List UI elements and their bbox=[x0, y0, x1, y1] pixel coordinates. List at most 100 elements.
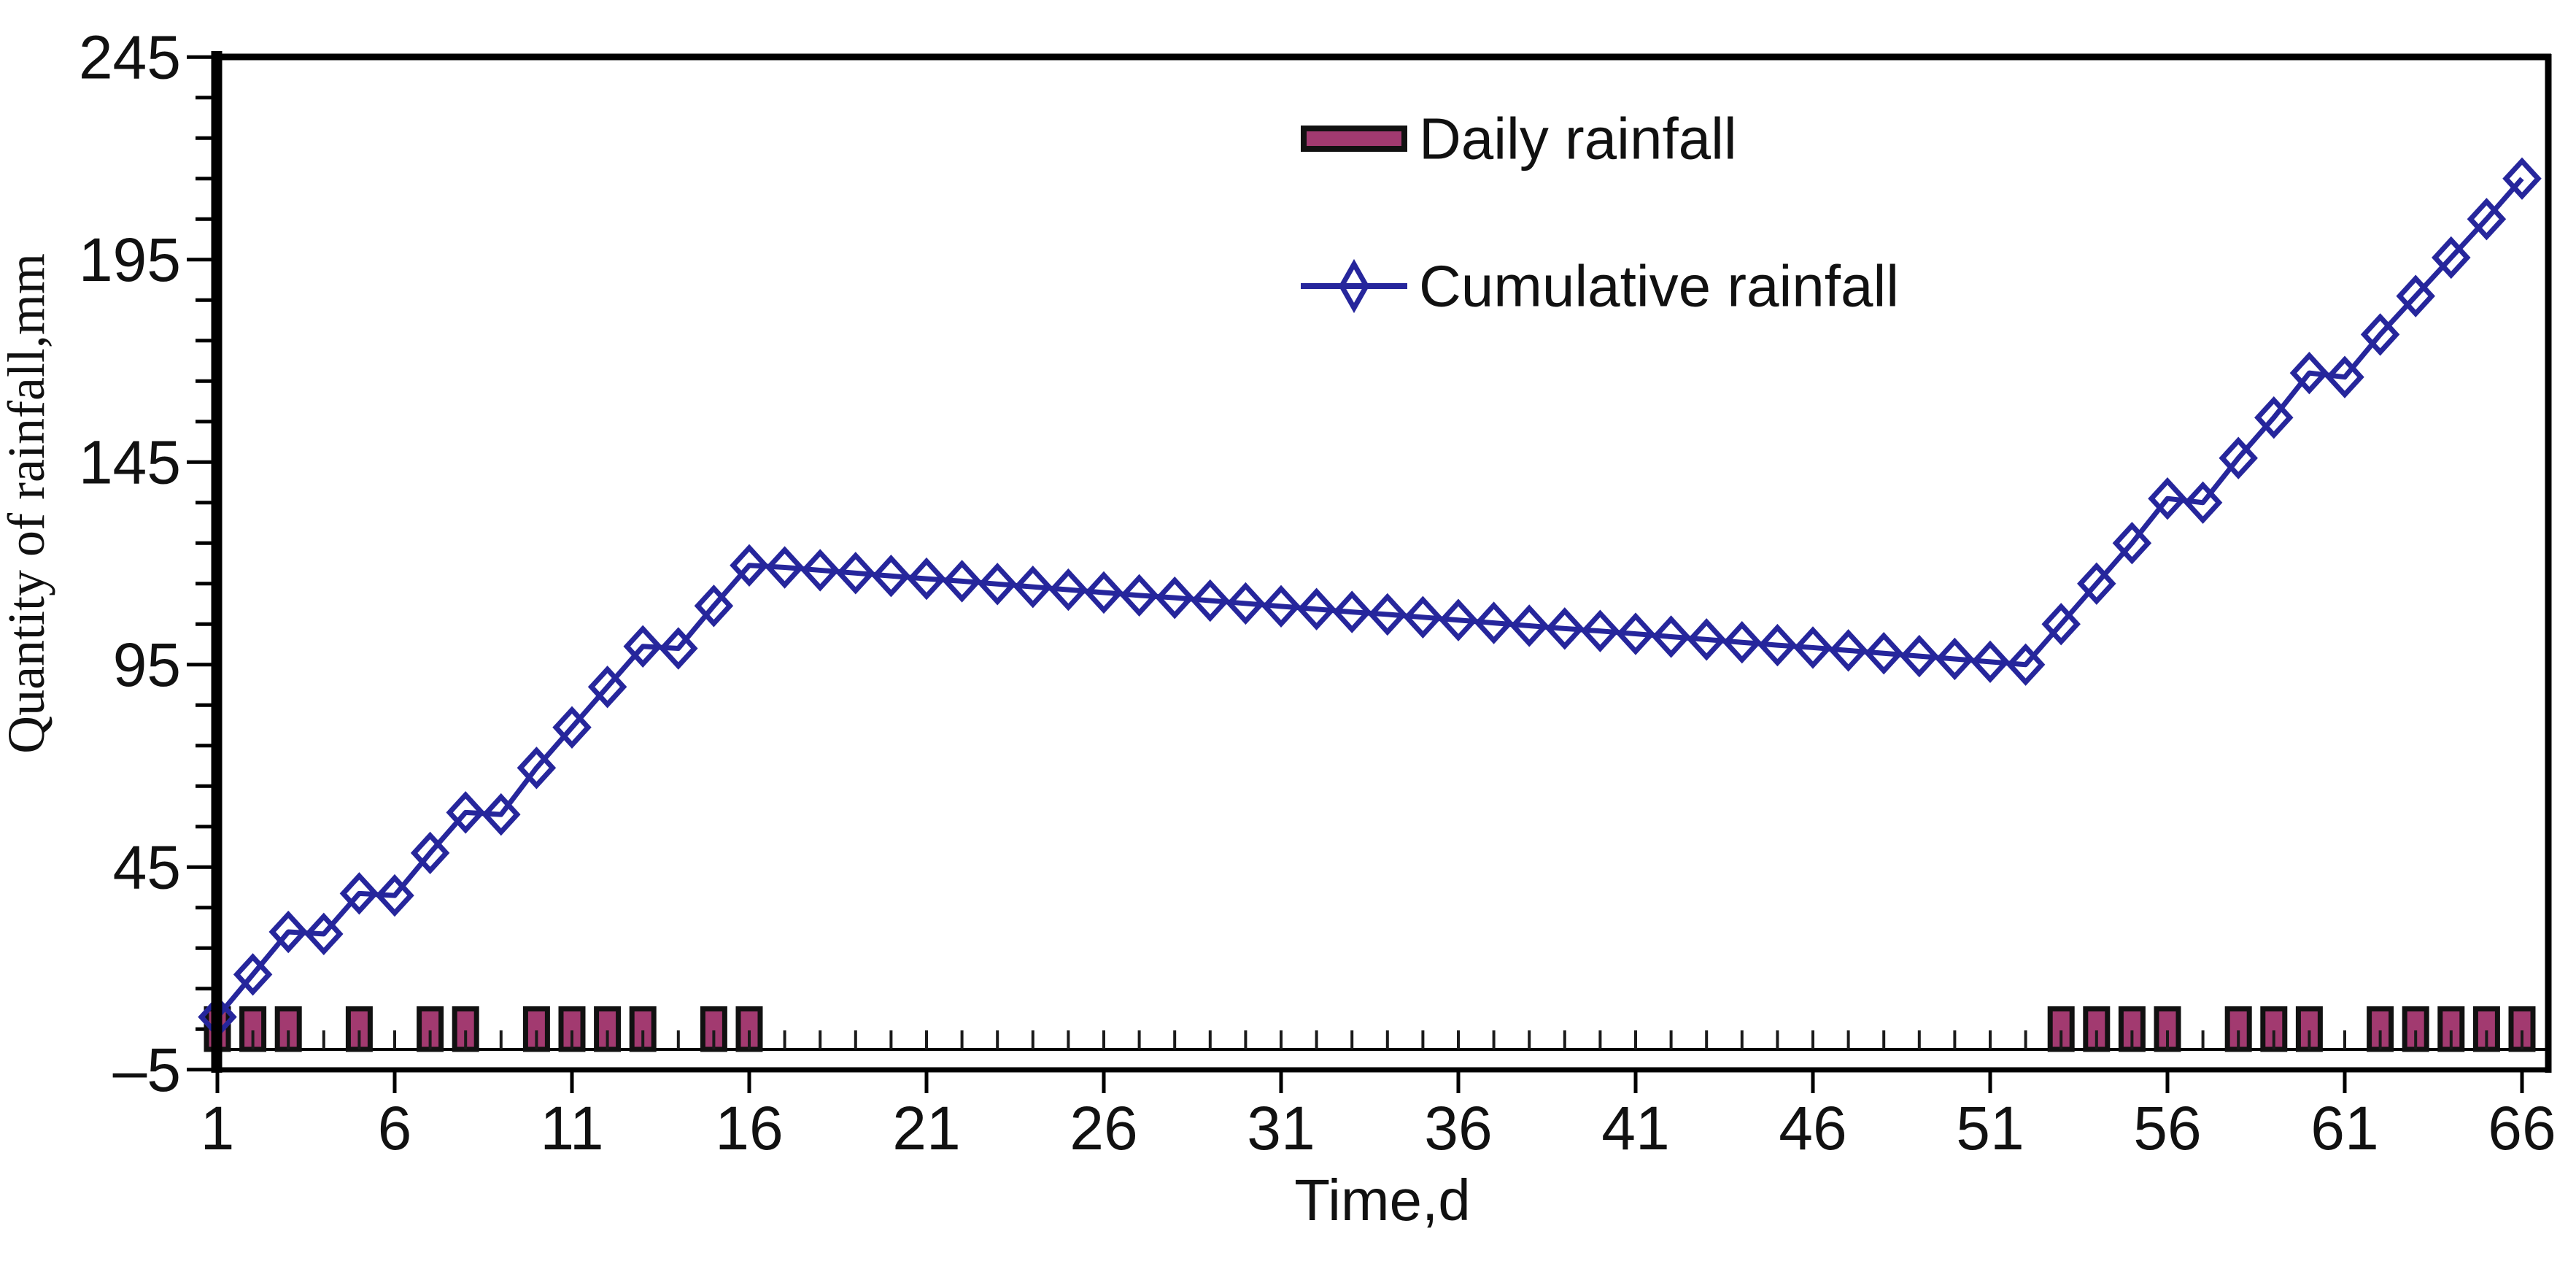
cumulative-point-marker bbox=[268, 910, 308, 954]
daily-rainfall-bars bbox=[204, 1006, 2536, 1052]
cumulative-point-marker bbox=[1155, 576, 1194, 620]
x-tick-label: 61 bbox=[2310, 1094, 2378, 1162]
cumulative-point-marker bbox=[1970, 640, 2010, 684]
cumulative-rainfall-line bbox=[215, 177, 2524, 1019]
y-axis-tick-labels: 245 195 145 95 45 –5 bbox=[79, 23, 181, 1104]
cumulative-point-marker bbox=[2360, 313, 2400, 356]
y-tick-label: 95 bbox=[113, 630, 181, 699]
cumulative-point-marker bbox=[1368, 593, 1407, 636]
legend-daily-rainfall-label: Daily rainfall bbox=[1419, 107, 1737, 171]
y-tick-label: 245 bbox=[79, 23, 181, 91]
cumulative-point-marker bbox=[2183, 481, 2223, 524]
cumulative-point-marker bbox=[1403, 595, 1443, 639]
y-axis-title: Quantity of rainfall,mm bbox=[0, 253, 55, 754]
x-tick-label: 16 bbox=[715, 1094, 783, 1162]
y-tick-label: –5 bbox=[113, 1036, 181, 1104]
cumulative-point-marker bbox=[304, 912, 344, 956]
x-tick-label: 41 bbox=[1601, 1094, 1669, 1162]
cumulative-point-marker bbox=[2254, 396, 2294, 439]
cumulative-point-marker bbox=[339, 872, 379, 915]
legend: Daily rainfall Cumulative rainfall bbox=[1301, 107, 1899, 319]
cumulative-point-marker bbox=[1191, 579, 1230, 622]
cumulative-point-marker bbox=[765, 546, 805, 589]
cumulative-point-marker bbox=[1722, 621, 1762, 664]
x-tick-label: 46 bbox=[1779, 1094, 1846, 1162]
cumulative-point-marker bbox=[1226, 582, 1266, 625]
cumulative-point-marker bbox=[2289, 351, 2329, 395]
cumulative-point-marker bbox=[2325, 355, 2364, 398]
cumulative-point-marker bbox=[2396, 274, 2435, 317]
x-tick-label: 66 bbox=[2488, 1094, 2556, 1162]
plot-area-frame bbox=[212, 53, 2552, 1073]
cumulative-point-marker bbox=[1119, 574, 1159, 617]
cumulative-point-marker bbox=[1509, 604, 1549, 647]
cumulative-point-marker bbox=[1439, 598, 1478, 641]
cumulative-point-marker bbox=[1864, 632, 1903, 675]
y-tick-label: 195 bbox=[79, 225, 181, 294]
cumulative-point-marker bbox=[1900, 634, 1939, 678]
cumulative-point-marker bbox=[1616, 612, 1655, 655]
cumulative-point-marker bbox=[1296, 587, 1337, 630]
cumulative-point-marker bbox=[2112, 522, 2152, 565]
x-tick-label: 11 bbox=[540, 1094, 603, 1162]
y-tick-label: 145 bbox=[79, 428, 181, 496]
cumulative-point-marker bbox=[623, 625, 662, 668]
cumulative-point-marker bbox=[1687, 618, 1726, 661]
cumulative-rainfall-markers bbox=[198, 157, 2542, 1038]
cumulative-point-marker bbox=[800, 549, 840, 592]
cumulative-point-marker bbox=[1013, 566, 1053, 609]
x-tick-label: 1 bbox=[201, 1094, 235, 1162]
cumulative-point-marker bbox=[1545, 607, 1585, 650]
cumulative-point-marker bbox=[730, 544, 769, 587]
cumulative-point-marker bbox=[1935, 637, 1975, 681]
cumulative-point-marker bbox=[1580, 609, 1620, 652]
legend-cumulative-diamond-icon bbox=[1338, 258, 1370, 314]
cumulative-point-marker bbox=[1474, 601, 1514, 644]
cumulative-point-marker bbox=[2148, 477, 2187, 520]
cumulative-point-marker bbox=[907, 557, 946, 601]
cumulative-point-marker bbox=[1793, 626, 1833, 669]
cumulative-point-marker bbox=[2219, 436, 2258, 479]
x-tick-label: 6 bbox=[378, 1094, 412, 1162]
cumulative-rainfall-path bbox=[215, 177, 2524, 1019]
x-axis-title: Time,d bbox=[1294, 1168, 1471, 1233]
cumulative-point-marker bbox=[410, 831, 450, 875]
cumulative-point-marker bbox=[659, 627, 698, 670]
cumulative-point-marker bbox=[552, 706, 592, 749]
cumulative-point-marker bbox=[1651, 615, 1691, 658]
cumulative-point-marker bbox=[2432, 236, 2471, 279]
legend-daily-rainfall-swatch bbox=[1301, 126, 1407, 152]
x-axis-ticks bbox=[215, 1070, 2524, 1093]
x-tick-label: 26 bbox=[1070, 1094, 1137, 1162]
cumulative-point-marker bbox=[871, 555, 911, 598]
cumulative-point-marker bbox=[978, 563, 1017, 606]
cumulative-point-marker bbox=[1048, 568, 1088, 612]
x-tick-label: 31 bbox=[1247, 1094, 1315, 1162]
cumulative-point-marker bbox=[2502, 157, 2542, 200]
cumulative-point-marker bbox=[233, 953, 273, 996]
cumulative-point-marker bbox=[942, 560, 982, 603]
cumulative-point-marker bbox=[587, 666, 627, 709]
x-tick-label: 36 bbox=[1424, 1094, 1492, 1162]
cumulative-point-marker bbox=[2077, 562, 2116, 605]
cumulative-point-marker bbox=[1828, 629, 1868, 672]
cumulative-point-marker bbox=[375, 874, 414, 917]
cumulative-point-marker bbox=[836, 552, 875, 595]
x-tick-label: 21 bbox=[892, 1094, 960, 1162]
cumulative-point-marker bbox=[1261, 585, 1301, 628]
x-tick-label: 56 bbox=[2133, 1094, 2201, 1162]
cumulative-point-marker bbox=[481, 793, 521, 836]
legend-cumulative-rainfall-label: Cumulative rainfall bbox=[1419, 254, 1899, 319]
cumulative-point-marker bbox=[1757, 623, 1798, 667]
cumulative-point-marker bbox=[1332, 590, 1372, 633]
cumulative-point-marker bbox=[2467, 198, 2507, 241]
x-tick-label: 51 bbox=[1956, 1094, 2024, 1162]
x-axis-tick-labels: 1 6 11 16 21 26 31 36 41 46 51 56 61 66 bbox=[201, 1094, 2556, 1162]
cumulative-point-marker bbox=[517, 747, 557, 790]
cumulative-point-marker bbox=[1084, 571, 1123, 614]
cumulative-point-marker bbox=[2041, 603, 2081, 646]
y-tick-label: 45 bbox=[113, 833, 181, 901]
cumulative-point-marker bbox=[2006, 643, 2046, 686]
